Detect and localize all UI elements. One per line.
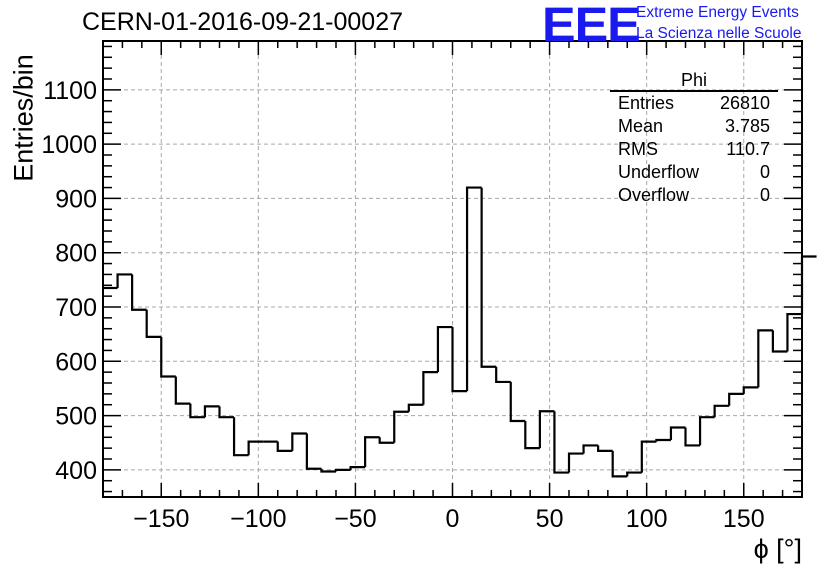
histogram-bin (669, 426, 686, 440)
histogram-bin (611, 450, 628, 478)
histogram-bin (276, 441, 293, 452)
x-axis-label: ϕ [°] (753, 534, 802, 564)
histogram-bin (626, 471, 642, 477)
stats-label: Mean (618, 116, 664, 136)
plot-title: CERN-01-2016-09-21-00027 (82, 8, 404, 36)
histogram-bin (597, 445, 613, 452)
histogram-bin (407, 403, 424, 412)
x-tick-label: −50 (334, 505, 376, 533)
y-tick-label: 900 (55, 185, 97, 213)
stats-box: Phi Entries 26810 Mean 3.785 RMS 110.7 U… (610, 70, 778, 207)
histogram-bin (218, 406, 235, 419)
histogram-bin (305, 433, 322, 470)
histogram-bin (247, 440, 264, 456)
histogram-bin (684, 427, 701, 447)
eee-logo: EEE (542, 0, 641, 52)
stats-row-entries: Entries 26810 (610, 92, 778, 115)
histogram-bin (145, 309, 162, 338)
histogram-bin (393, 410, 409, 443)
x-tick-label: 50 (536, 505, 564, 533)
stats-row-underflow: Underflow 0 (610, 161, 778, 184)
histogram-bin (538, 410, 555, 449)
histogram-bin (757, 329, 773, 388)
y-tick-label: 400 (55, 457, 97, 485)
histogram-bin (480, 187, 497, 368)
histogram-bin (465, 186, 482, 392)
logo-subtitle-line1: Extreme Energy Events (636, 4, 799, 21)
histogram-bin (334, 468, 351, 472)
histogram-bin (174, 376, 191, 405)
x-tick-label: 100 (626, 505, 668, 533)
logo-subtitle-line2: La Scienza nelle Scuole (636, 25, 802, 42)
histogram-bin (160, 336, 176, 378)
y-tick-label: 600 (55, 348, 97, 376)
stats-label: Entries (618, 93, 675, 113)
histogram-bin (742, 386, 759, 394)
histogram-bin (422, 371, 438, 405)
histogram-bin (349, 466, 366, 470)
x-tick-label: 0 (446, 505, 460, 533)
histogram-bin (640, 440, 657, 473)
stats-value: 0 (759, 185, 770, 205)
stats-row-rms: RMS 110.7 (610, 138, 778, 161)
stats-row-mean: Mean 3.785 (610, 115, 778, 138)
y-tick-label: 700 (55, 294, 97, 322)
stats-label: Overflow (618, 185, 690, 205)
histogram-bin (451, 327, 468, 393)
histogram-bin (728, 392, 744, 406)
histogram-bin (786, 312, 802, 352)
histogram-bin (320, 468, 336, 473)
stats-value: 0 (759, 162, 770, 182)
histogram-bin (291, 432, 307, 451)
histogram-bin (495, 366, 511, 384)
y-tick-label: 1100 (43, 77, 97, 105)
histogram-bin (364, 436, 380, 468)
histogram-bin (713, 404, 730, 418)
x-tick-label: −100 (230, 505, 286, 533)
histogram-bin (567, 452, 584, 473)
y-tick-label: 500 (55, 403, 97, 431)
stats-title: Phi (610, 70, 778, 92)
histogram-bin (436, 325, 453, 373)
stats-label: Underflow (618, 162, 700, 182)
histogram-bin (232, 417, 249, 457)
histogram-bin (203, 405, 220, 418)
histogram-bin (582, 444, 599, 454)
stats-label: RMS (618, 139, 658, 159)
stats-value: 26810 (719, 93, 770, 113)
stats-value: 110.7 (726, 139, 770, 159)
histogram-bin (800, 255, 817, 315)
histogram-bin (655, 438, 671, 442)
histogram-bin (378, 437, 395, 444)
x-tick-label: 150 (723, 505, 765, 533)
histogram-bin (524, 421, 540, 450)
histogram-bin (509, 381, 526, 423)
x-tick-label: −150 (133, 505, 189, 533)
histogram-bin (116, 273, 133, 288)
histogram-bin (553, 411, 569, 474)
histogram-bin (771, 330, 788, 353)
stats-value: 3.785 (724, 116, 770, 136)
y-axis-label: Entries/bin (8, 54, 39, 182)
histogram-bin (189, 403, 205, 419)
y-tick-label: 1000 (41, 131, 97, 159)
histogram-bin (131, 274, 147, 311)
y-tick-label: 800 (55, 240, 97, 268)
stats-row-overflow: Overflow 0 (610, 184, 778, 207)
histogram-bin (698, 416, 715, 446)
